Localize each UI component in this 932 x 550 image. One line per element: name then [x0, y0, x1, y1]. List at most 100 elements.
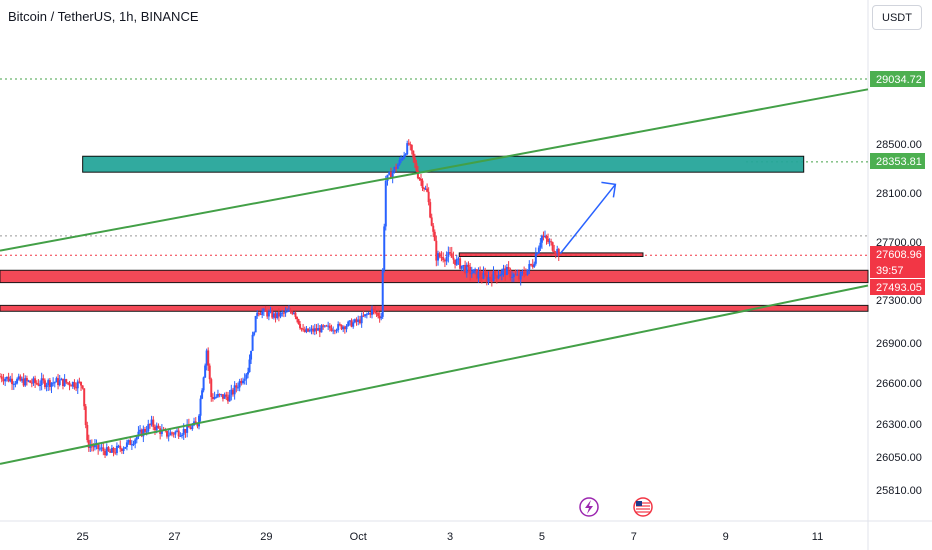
candle-body: [357, 319, 360, 322]
currency-selector-button[interactable]: USDT: [872, 5, 922, 30]
candle-body: [360, 315, 363, 324]
candle-body: [338, 324, 341, 326]
candle-body: [240, 380, 243, 384]
candle-body: [437, 253, 440, 261]
candle-body: [226, 396, 229, 402]
candle-body: [521, 271, 524, 273]
candle-body: [194, 421, 197, 424]
candle-body: [452, 257, 455, 260]
candle-body: [235, 385, 238, 388]
candle-body: [16, 379, 19, 384]
candle-body: [14, 383, 17, 385]
candle-body: [543, 235, 546, 237]
trendline[interactable]: [0, 284, 869, 465]
candle-body: [524, 274, 527, 276]
candle-body: [470, 273, 473, 275]
candle-body: [241, 380, 244, 384]
candle-body: [35, 382, 38, 384]
candle-body: [61, 378, 64, 387]
candle-body: [243, 379, 246, 381]
candle-body: [479, 272, 482, 278]
candle-body: [424, 188, 427, 190]
candle-body: [499, 275, 502, 277]
x-tick-label: 5: [539, 531, 545, 543]
candle-body: [253, 332, 256, 335]
candle-body: [171, 432, 174, 434]
projection-arrow[interactable]: [559, 183, 616, 255]
candle-body: [502, 268, 505, 271]
resistance-zone[interactable]: [82, 155, 805, 173]
candle-body: [286, 311, 289, 313]
candle-body: [189, 427, 192, 430]
minor-level-zone[interactable]: [458, 252, 644, 257]
candle-body: [395, 167, 398, 169]
candle-body: [50, 382, 53, 387]
candle-body: [11, 378, 14, 385]
candle-body: [47, 380, 50, 386]
candle-body: [406, 143, 409, 155]
candle-body: [487, 277, 490, 282]
candle-body: [480, 277, 483, 279]
candle-body: [537, 247, 540, 254]
candle-body: [389, 172, 392, 179]
price-tag: [870, 153, 925, 169]
support-zone[interactable]: [0, 304, 869, 312]
candle-body: [388, 172, 391, 175]
candle-body: [335, 330, 338, 332]
price-tag: [870, 262, 925, 278]
symbol-title: Bitcoin / TetherUS, 1h, BINANCE: [8, 9, 199, 24]
candle-body: [300, 328, 303, 330]
x-tick-label: 29: [260, 531, 272, 543]
candle-body: [160, 429, 163, 434]
candle-body: [211, 397, 214, 400]
us-flag-icon[interactable]: [633, 497, 653, 517]
candle-body: [134, 439, 137, 444]
candle-body: [264, 309, 267, 312]
lightning-icon-glyph: [585, 500, 593, 514]
candle-body: [107, 447, 110, 451]
candle-body: [477, 272, 480, 279]
candle-body: [426, 188, 429, 192]
candle-body: [362, 315, 365, 317]
candle-body: [202, 377, 205, 391]
candle-body: [186, 424, 189, 433]
candle-body: [65, 379, 68, 383]
candle-body: [430, 217, 433, 226]
candle-body: [369, 312, 372, 315]
candle-body: [250, 350, 253, 360]
candle-body: [365, 314, 368, 316]
trendline[interactable]: [0, 88, 869, 252]
candle-body: [312, 328, 315, 332]
candle-body: [76, 381, 79, 389]
candle-body: [511, 277, 514, 279]
candle-body: [181, 434, 184, 436]
candle-body: [24, 378, 27, 386]
candle-body: [547, 238, 550, 242]
candle-body: [216, 393, 219, 397]
candle-body: [536, 253, 539, 255]
price-tag: [870, 246, 925, 262]
candle-body: [166, 430, 169, 437]
candle-body: [279, 312, 282, 317]
candle-body: [63, 379, 66, 387]
candle-body: [281, 312, 284, 314]
candle-body: [409, 144, 412, 146]
candle-body: [332, 330, 335, 332]
candle-body: [142, 429, 145, 437]
candle-body: [125, 442, 128, 448]
candle-body: [102, 447, 105, 451]
y-tick-label: 28100.00: [876, 188, 922, 200]
support-zone[interactable]: [0, 269, 869, 284]
candle-body: [204, 365, 207, 378]
candle-body: [75, 387, 78, 389]
candle-body: [282, 312, 285, 314]
candle-body: [545, 235, 548, 239]
candle-body: [37, 383, 40, 386]
candle-body: [267, 312, 270, 317]
candle-body: [172, 433, 175, 435]
candle-body: [245, 374, 248, 380]
candle-body: [550, 241, 553, 243]
candle-body: [512, 274, 515, 278]
candle-body: [540, 235, 543, 243]
